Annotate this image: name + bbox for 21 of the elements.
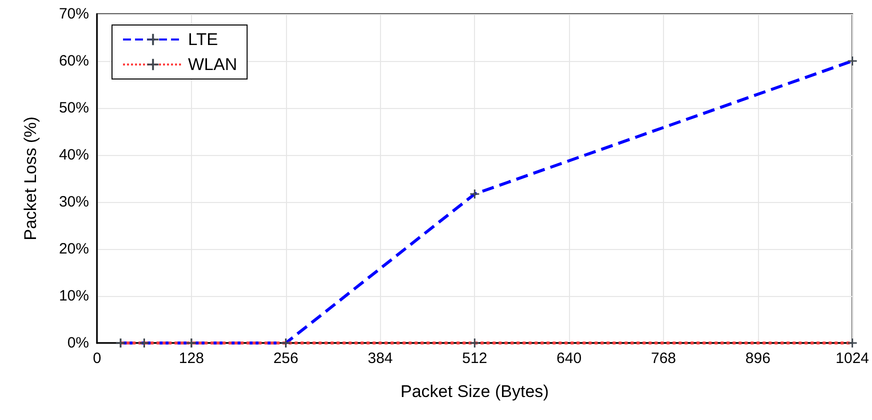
- y-tick-label: 20%: [58, 240, 89, 258]
- y-tick-label: 0%: [67, 334, 89, 352]
- y-tick-label: 50%: [58, 100, 89, 116]
- y-tick-label: 60%: [58, 52, 89, 70]
- x-tick-label: 0: [92, 350, 102, 367]
- x-tick-label: 512: [462, 350, 488, 367]
- y-tick-label: 70%: [58, 6, 89, 22]
- y-tick-label: 30%: [58, 194, 89, 210]
- x-tick-label: 384: [368, 350, 393, 367]
- legend-label: WLAN: [188, 55, 238, 74]
- x-tick-label: 896: [745, 350, 770, 367]
- x-tick-label: 128: [178, 350, 204, 367]
- x-tick-label: 256: [273, 350, 298, 367]
- legend-label: LTE: [188, 30, 218, 49]
- y-tick-label: 40%: [58, 146, 89, 164]
- x-tick-label: 640: [556, 350, 582, 367]
- y-tick-label: 10%: [58, 288, 89, 304]
- x-tick-label: 1024: [836, 350, 870, 367]
- y-axis-title: Packet Loss (%): [21, 116, 40, 240]
- x-tick-label: 768: [650, 350, 676, 367]
- x-axis-title: Packet Size (Bytes): [400, 382, 549, 401]
